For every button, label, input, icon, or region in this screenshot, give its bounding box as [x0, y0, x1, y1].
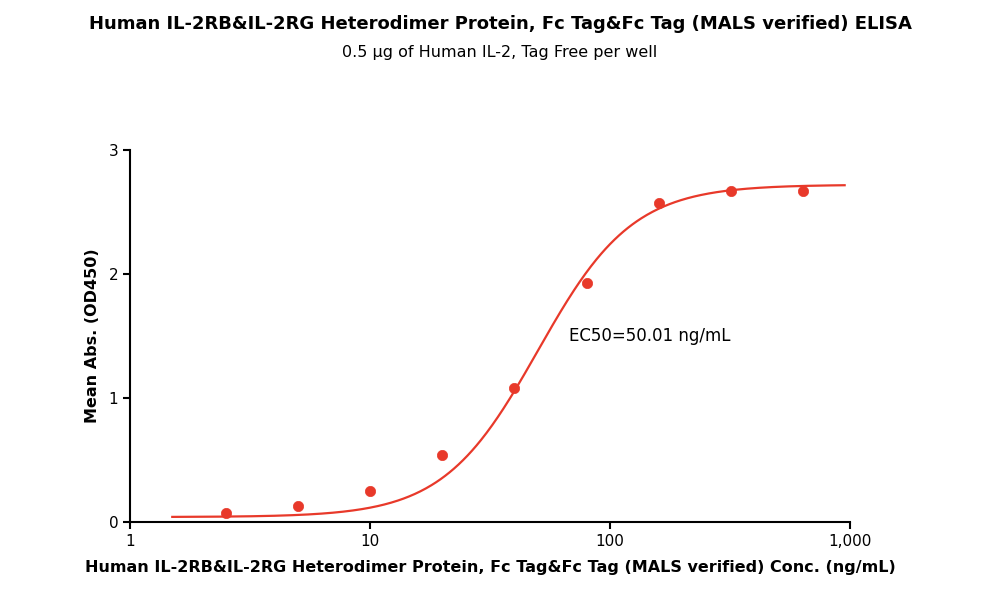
- Text: 0.5 μg of Human IL-2, Tag Free per well: 0.5 μg of Human IL-2, Tag Free per well: [342, 45, 658, 60]
- Point: [795, 186, 811, 196]
- Y-axis label: Mean Abs. (OD450): Mean Abs. (OD450): [85, 248, 100, 424]
- Point: [651, 199, 667, 208]
- Text: EC50=50.01 ng/mL: EC50=50.01 ng/mL: [569, 327, 731, 345]
- Point: [434, 450, 450, 460]
- Point: [579, 278, 595, 287]
- Point: [290, 501, 306, 511]
- Text: Human IL-2RB&IL-2RG Heterodimer Protein, Fc Tag&Fc Tag (MALS verified) ELISA: Human IL-2RB&IL-2RG Heterodimer Protein,…: [89, 15, 911, 33]
- Point: [723, 186, 739, 196]
- Point: [218, 509, 234, 518]
- Point: [506, 383, 522, 393]
- Point: [362, 486, 378, 496]
- X-axis label: Human IL-2RB&IL-2RG Heterodimer Protein, Fc Tag&Fc Tag (MALS verified) Conc. (ng: Human IL-2RB&IL-2RG Heterodimer Protein,…: [85, 560, 895, 575]
